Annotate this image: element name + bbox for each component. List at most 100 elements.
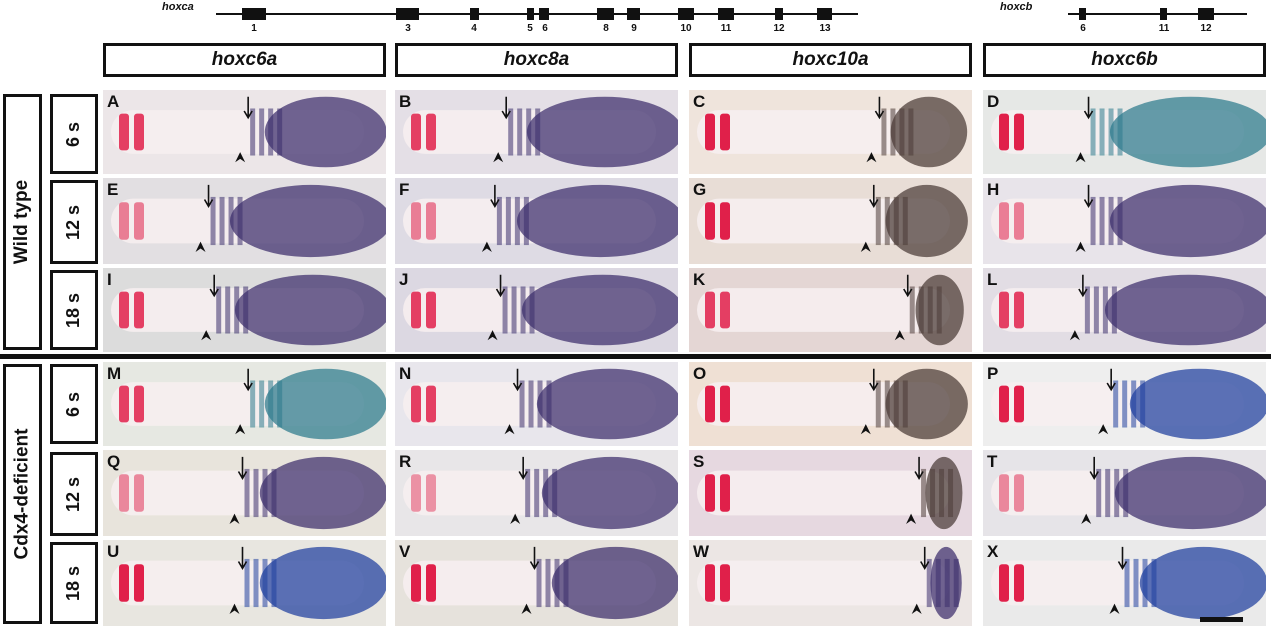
- somite-stripe: [875, 380, 881, 428]
- stage-label-text: 12 s: [63, 204, 84, 240]
- somite-stripe: [268, 108, 274, 156]
- somite-stripe: [921, 468, 927, 518]
- hoxca-exon-label: 4: [471, 23, 477, 34]
- arrow-marker: [1106, 368, 1116, 392]
- somite-marker: [134, 202, 144, 240]
- somite-stripe: [953, 558, 959, 608]
- somite-stripe: [250, 380, 256, 428]
- somite-stripe: [563, 558, 569, 608]
- somite-stripe: [526, 108, 532, 156]
- gene-map-lines: [216, 8, 1247, 20]
- embryo-image: [403, 96, 678, 168]
- somite-stripe: [505, 196, 511, 246]
- arrow-marker: [490, 184, 500, 208]
- somite-stripe: [262, 558, 268, 608]
- somite-stripe: [875, 196, 881, 246]
- panel-letter: K: [693, 270, 706, 289]
- arrowhead-marker: [504, 424, 515, 435]
- embryo-image: [111, 274, 386, 346]
- somite-stripe: [253, 558, 259, 608]
- somite-marker: [119, 202, 129, 240]
- panel-letter: C: [693, 92, 706, 111]
- panel-letter: L: [987, 270, 998, 289]
- column-header-hoxc6b: hoxc6b: [983, 43, 1266, 77]
- panel-letter: J: [399, 270, 409, 289]
- panel-letter: H: [987, 180, 1000, 199]
- somite-marker: [1014, 202, 1024, 240]
- somite-marker: [426, 113, 436, 151]
- stage-label: 12 s: [50, 452, 98, 536]
- somite-marker: [720, 564, 730, 602]
- arrow-marker: [1078, 274, 1088, 298]
- panel-letter: X: [987, 542, 999, 561]
- hoxca-exon-label: 1: [251, 23, 257, 34]
- arrow-marker: [920, 546, 930, 570]
- somite-stripe: [1151, 558, 1157, 608]
- somite-stripe: [535, 108, 541, 156]
- somite-stripe: [1111, 286, 1117, 334]
- somite-marker: [426, 385, 436, 423]
- arrowhead-marker: [911, 603, 922, 614]
- embryo-image: [697, 96, 968, 168]
- somite-marker: [1014, 474, 1024, 512]
- somite-marker: [119, 385, 129, 423]
- arrowhead-marker: [860, 241, 871, 252]
- embryo-image-panel: J: [395, 268, 678, 352]
- somite-stripe: [508, 108, 514, 156]
- somite-marker: [705, 202, 715, 240]
- gene-maps: hoxca hoxcb 1 3 4 5 6 8 9 10 11 12 13 6 …: [0, 0, 1271, 40]
- somite-stripe: [262, 468, 268, 518]
- hoxca-exon-label: 3: [405, 23, 411, 34]
- arrowhead-marker: [235, 424, 246, 435]
- somite-marker: [119, 564, 129, 602]
- somite-stripe: [529, 286, 535, 334]
- group-label-wild-type: Wild type: [3, 94, 42, 350]
- somite-marker: [999, 474, 1009, 512]
- arrow-marker: [1089, 456, 1099, 480]
- arrowhead-marker: [1109, 603, 1120, 614]
- arrow-marker: [1083, 96, 1094, 120]
- arrow-marker: [203, 184, 214, 208]
- somite-stripe: [1113, 380, 1119, 428]
- panel-letter: T: [987, 452, 998, 471]
- somite-marker: [720, 385, 730, 423]
- expression-domain: [259, 546, 386, 620]
- expression-domain: [551, 546, 678, 620]
- panel-letter: R: [399, 452, 412, 471]
- somite-marker: [411, 385, 421, 423]
- embryo-image-panel: U: [103, 540, 386, 626]
- somite-stripe: [554, 558, 560, 608]
- somite-marker: [1014, 113, 1024, 151]
- somite-stripe: [543, 468, 549, 518]
- somite-stripe: [210, 196, 216, 246]
- somite-marker: [705, 564, 715, 602]
- expression-domain: [516, 184, 678, 258]
- embryo-image: [697, 456, 963, 530]
- somite-stripe: [271, 558, 277, 608]
- embryo-image: [991, 546, 1266, 620]
- somite-marker: [999, 564, 1009, 602]
- panel-letter: N: [399, 364, 412, 383]
- arrow-marker: [495, 274, 506, 298]
- stage-label: 12 s: [50, 180, 98, 264]
- somite-stripe: [216, 286, 222, 334]
- somite-stripe: [939, 468, 945, 518]
- somite-stripe: [228, 196, 234, 246]
- somite-marker: [134, 474, 144, 512]
- arrowhead-marker: [201, 330, 212, 341]
- somite-stripe: [234, 286, 240, 334]
- embryo-image-panel: N: [395, 362, 678, 446]
- somite-stripe: [908, 108, 914, 156]
- expression-domain: [1139, 546, 1266, 620]
- embryo-image-panel: S: [689, 450, 972, 536]
- somite-marker: [720, 291, 730, 329]
- embryo-image: [403, 456, 678, 530]
- expression-domain: [264, 96, 386, 168]
- somite-marker: [426, 202, 436, 240]
- embryo-image: [991, 96, 1266, 168]
- embryo-image: [697, 368, 968, 440]
- arrowhead-marker: [1075, 241, 1086, 252]
- somite-marker: [426, 291, 436, 329]
- embryo-image-panel: H: [983, 178, 1266, 264]
- panel-letter: M: [107, 364, 122, 383]
